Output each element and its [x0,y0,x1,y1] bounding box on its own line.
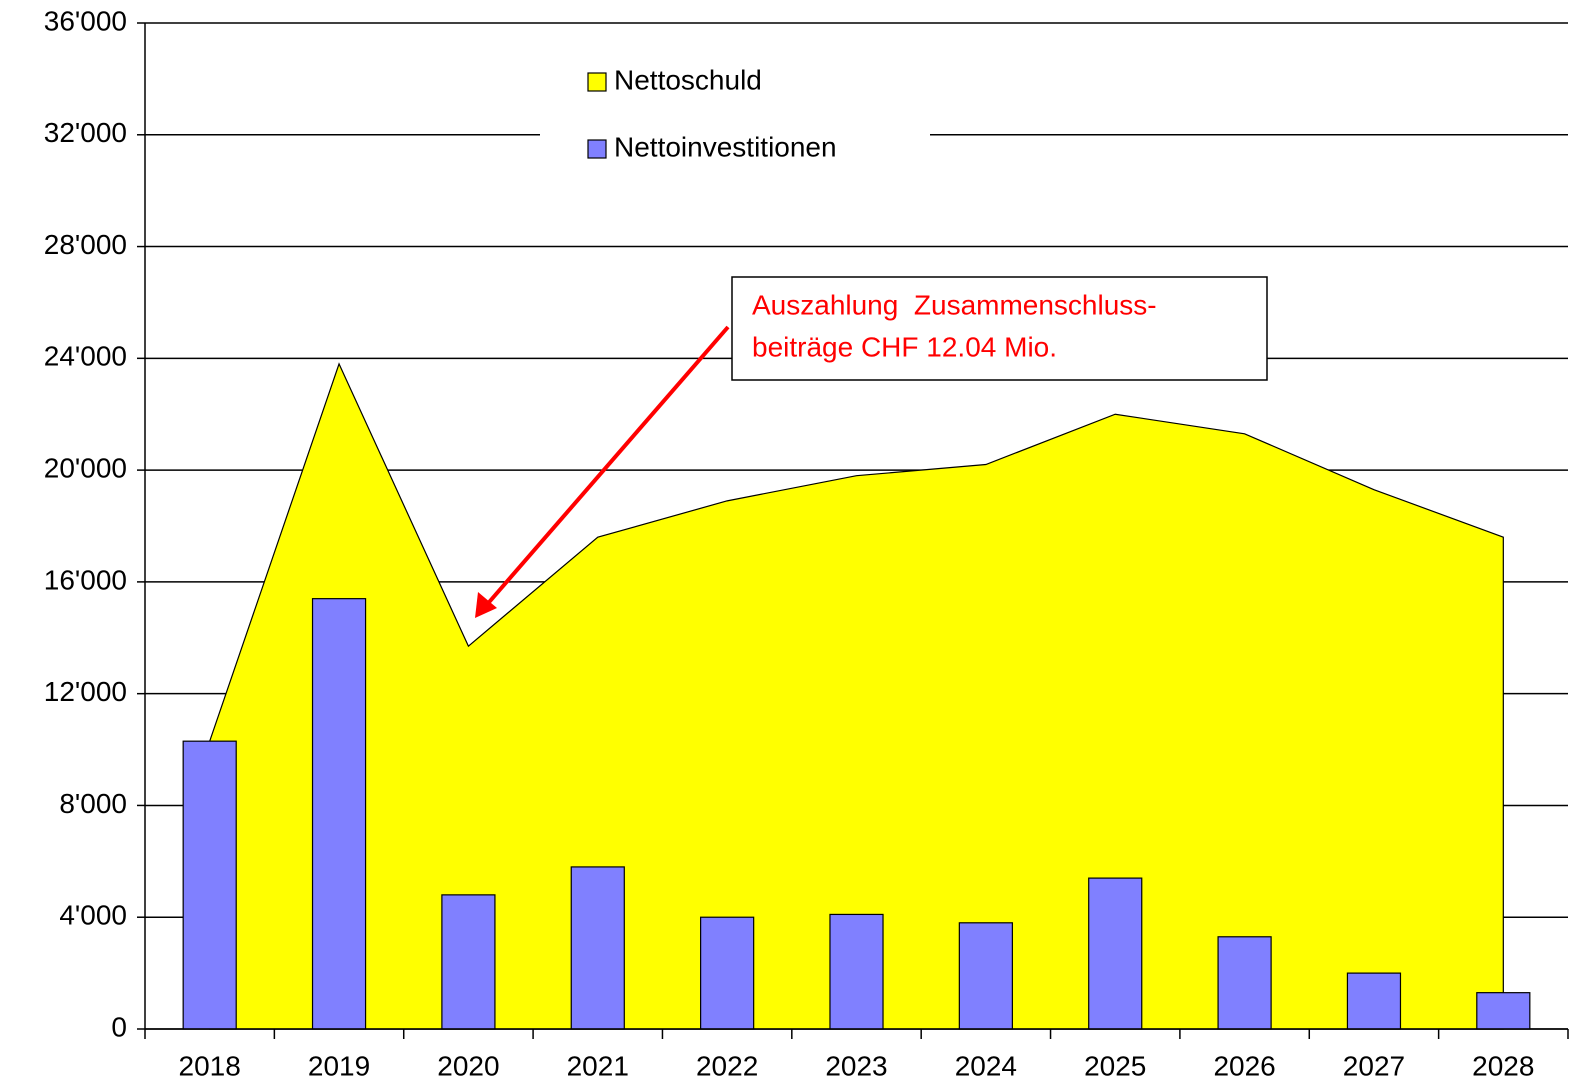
annotation-box [731,276,1268,381]
x-tick-label: 2021 [567,1050,629,1081]
bar [1217,936,1272,1030]
x-tick-label: 2020 [437,1050,499,1081]
y-tick-label: 28'000 [44,229,127,260]
bar [700,916,755,1030]
bar [1476,992,1531,1030]
x-tick-label: 2026 [1213,1050,1275,1081]
bar [182,740,237,1030]
y-tick-label: 36'000 [44,5,127,36]
y-tick-label: 16'000 [44,564,127,595]
x-tick-label: 2025 [1084,1050,1146,1081]
bar [958,922,1013,1030]
legend-label: Nettoschuld [614,64,762,95]
annotation-text: beiträge CHF 12.04 Mio. [752,331,1057,362]
bar [570,866,625,1030]
y-tick-label: 20'000 [44,453,127,484]
legend-swatch [587,72,607,92]
annotation-text: Auszahlung Zusammenschluss- [752,289,1157,320]
bar [829,913,884,1030]
x-tick-label: 2018 [179,1050,241,1081]
y-tick-label: 12'000 [44,676,127,707]
x-tick-label: 2024 [955,1050,1017,1081]
bar [311,598,367,1030]
y-tick-label: 32'000 [44,117,127,148]
x-tick-label: 2023 [825,1050,887,1081]
bar [1088,877,1143,1030]
y-tick-label: 8'000 [59,788,127,819]
annotation-arrow [482,325,730,610]
y-tick-label: 0 [111,1011,127,1042]
x-tick-label: 2027 [1343,1050,1405,1081]
legend-swatch [587,139,607,159]
annotation-arrowhead [475,592,497,618]
legend-label: Nettoinvestitionen [614,131,837,162]
y-tick-label: 4'000 [59,900,127,931]
area [209,362,1504,1030]
x-tick-label: 2022 [696,1050,758,1081]
bar [1346,972,1402,1030]
bar [441,894,496,1030]
x-tick-label: 2019 [308,1050,370,1081]
x-tick-label: 2028 [1472,1050,1534,1081]
y-tick-label: 24'000 [44,341,127,372]
